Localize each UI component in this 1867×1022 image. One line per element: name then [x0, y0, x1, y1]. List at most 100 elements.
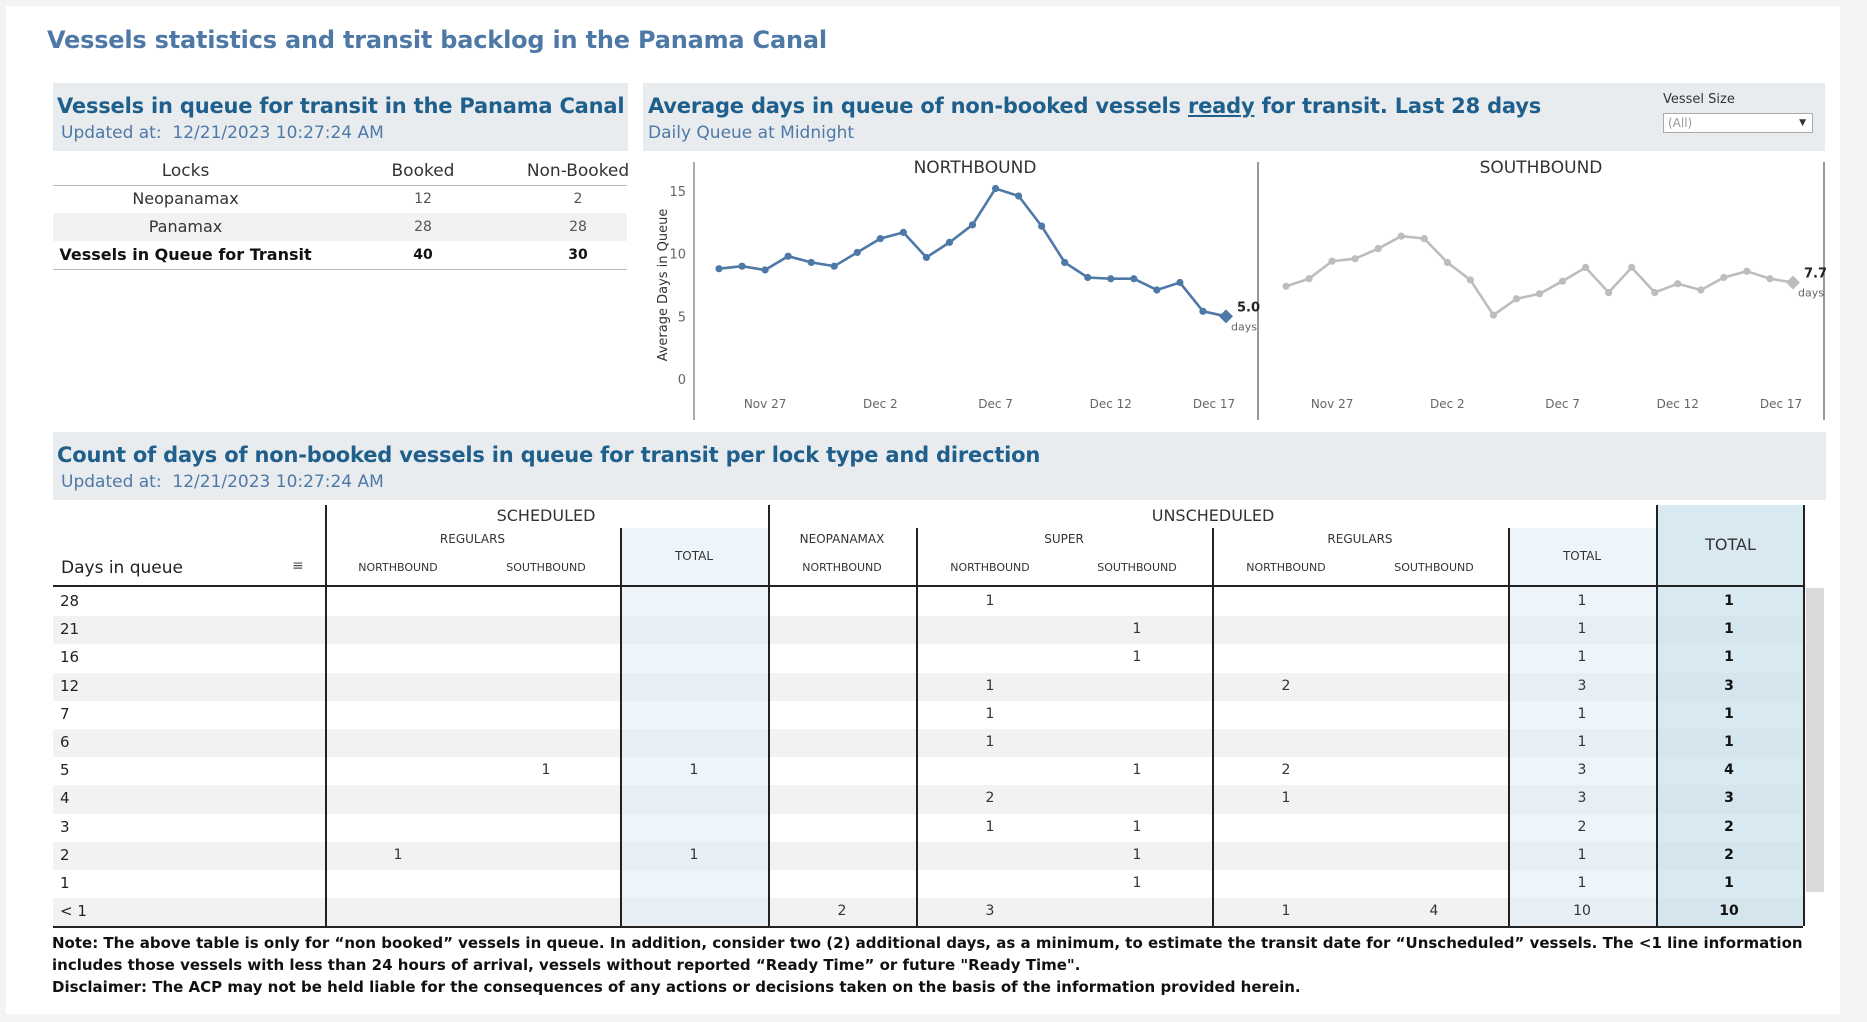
row-label: 12	[60, 676, 80, 695]
table-cell: 2	[1724, 846, 1734, 863]
booked-value: 12	[414, 191, 432, 207]
table-cell: 1	[1281, 903, 1291, 920]
summary-row-total: Vessels in Queue for Transit 40 30	[53, 241, 627, 270]
table-cell: 1	[1577, 846, 1587, 863]
nonbooked-value: 30	[568, 247, 588, 263]
row-label: 2	[60, 845, 70, 864]
summary-row-neopanamax: Neopanamax 12 2	[53, 185, 627, 213]
table-bottom-rule	[53, 926, 1803, 929]
table-cell: 1	[1577, 593, 1587, 609]
table-cell: 2	[1281, 677, 1291, 694]
table-cell: 1	[985, 705, 995, 722]
grand-total-header: TOTAL	[1705, 535, 1756, 554]
row-label: 6	[60, 733, 70, 751]
table-cell: 2	[1724, 818, 1734, 835]
table-cell: 1	[985, 677, 995, 694]
page-title: Vessels statistics and transit backlog i…	[47, 26, 827, 54]
col-booked: Booked	[391, 161, 455, 181]
scheduled-total-header: TOTAL	[674, 549, 714, 563]
table-panel-header	[53, 432, 1826, 500]
northbound-col-header: NORTHBOUND	[802, 561, 882, 574]
vessel-size-label: Vessel Size	[1663, 92, 1735, 107]
column-divider	[325, 505, 327, 927]
lock-name: Neopanamax	[132, 189, 239, 208]
column-divider	[916, 528, 918, 927]
unscheduled-total-header: TOTAL	[1562, 549, 1602, 563]
table-cell: 4	[1429, 903, 1439, 920]
table-cell: 1	[1132, 818, 1142, 835]
table-cell: 1	[1724, 621, 1734, 638]
table-panel-title: Count of days of non-booked vessels in q…	[57, 443, 1041, 467]
table-cell: 2	[985, 790, 995, 807]
table-cell: 3	[985, 903, 995, 920]
table-cell: 1	[689, 846, 699, 863]
days-in-queue-header: Days in queue	[61, 558, 183, 578]
table-cell: 3	[1577, 762, 1587, 779]
southbound-col-header: SOUTHBOUND	[1394, 561, 1474, 574]
column-divider	[1656, 505, 1658, 927]
table-cell: 1	[1577, 734, 1587, 750]
table-cell: 10	[1573, 903, 1591, 920]
table-cell: 1	[1132, 762, 1142, 779]
lock-name: Vessels in Queue for Transit	[59, 245, 312, 264]
table-cell: 1	[689, 762, 699, 779]
table-cell: 1	[1281, 790, 1291, 807]
footer-note: Note: The above table is only for “non b…	[52, 934, 1803, 974]
table-cell: 1	[1132, 846, 1142, 863]
table-cell: 1	[1724, 875, 1734, 891]
table-cell: 1	[1132, 621, 1142, 638]
grand-total-col-bg	[1656, 505, 1803, 927]
table-cell: 1	[1724, 705, 1734, 722]
column-divider	[768, 505, 770, 927]
row-label: < 1	[60, 902, 87, 921]
super-header: SUPER	[1044, 532, 1084, 546]
table-cell: 3	[1724, 790, 1734, 807]
table-cell: 1	[1577, 621, 1587, 638]
vessel-size-dropdown[interactable]: (All) ▼	[1663, 113, 1813, 133]
row-label: 5	[60, 761, 70, 780]
updated-label: Updated at:	[61, 472, 162, 492]
avg-title-ready: ready	[1187, 94, 1255, 118]
table-cell: 1	[985, 593, 995, 609]
nonbooked-value: 2	[573, 191, 583, 207]
table-cell: 1	[1577, 875, 1587, 891]
row-label: 1	[60, 874, 70, 892]
table-cell: 3	[1577, 790, 1587, 807]
updated-value: 12/21/2023 10:27:24 AM	[172, 472, 384, 492]
table-cell: 10	[1719, 903, 1739, 920]
table-cell: 1	[985, 734, 995, 750]
table-cell: 2	[837, 903, 847, 920]
avg-title-pre: Average days in queue of non-booked vess…	[648, 94, 1188, 118]
table-cell: 2	[1281, 762, 1291, 779]
avg-panel-title: Average days in queue of non-booked vess…	[648, 94, 1541, 118]
booked-value: 40	[413, 247, 433, 263]
chevron-down-icon: ▼	[1799, 118, 1806, 128]
header-rule	[53, 585, 1803, 587]
vertical-scrollbar[interactable]	[1806, 588, 1824, 892]
northbound-col-header: NORTHBOUND	[1246, 561, 1326, 574]
booked-value: 28	[414, 219, 432, 235]
sort-icon[interactable]: ≡	[292, 558, 304, 574]
southbound-col-header: SOUTHBOUND	[1097, 561, 1177, 574]
scheduled-total-col-bg	[620, 528, 768, 927]
avg-panel-subtitle: Daily Queue at Midnight	[648, 123, 855, 143]
summary-header-row: Locks Booked Non-Booked	[53, 157, 629, 186]
table-cell: 1	[985, 818, 995, 835]
table-cell: 3	[1724, 677, 1734, 694]
row-label: 21	[60, 620, 80, 639]
table-cell: 3	[1577, 677, 1587, 694]
table-cell: 1	[1577, 649, 1587, 666]
nonbooked-value: 28	[569, 219, 587, 235]
table-cell: 1	[541, 762, 551, 779]
col-locks: Locks	[161, 161, 210, 181]
column-divider	[620, 528, 622, 927]
table-cell: 1	[393, 846, 403, 863]
regulars-scheduled-header: REGULARS	[439, 532, 506, 546]
unscheduled-total-col-bg	[1508, 528, 1656, 927]
table-cell: 1	[1724, 593, 1734, 609]
table-panel-updated: Updated at: 12/21/2023 10:27:24 AM	[61, 472, 384, 492]
column-divider	[1803, 505, 1805, 927]
northbound-col-header: NORTHBOUND	[950, 561, 1030, 574]
footer-disclaimer: Disclaimer: The ACP may not be held liab…	[52, 978, 1301, 996]
table-cell: 1	[1724, 649, 1734, 666]
